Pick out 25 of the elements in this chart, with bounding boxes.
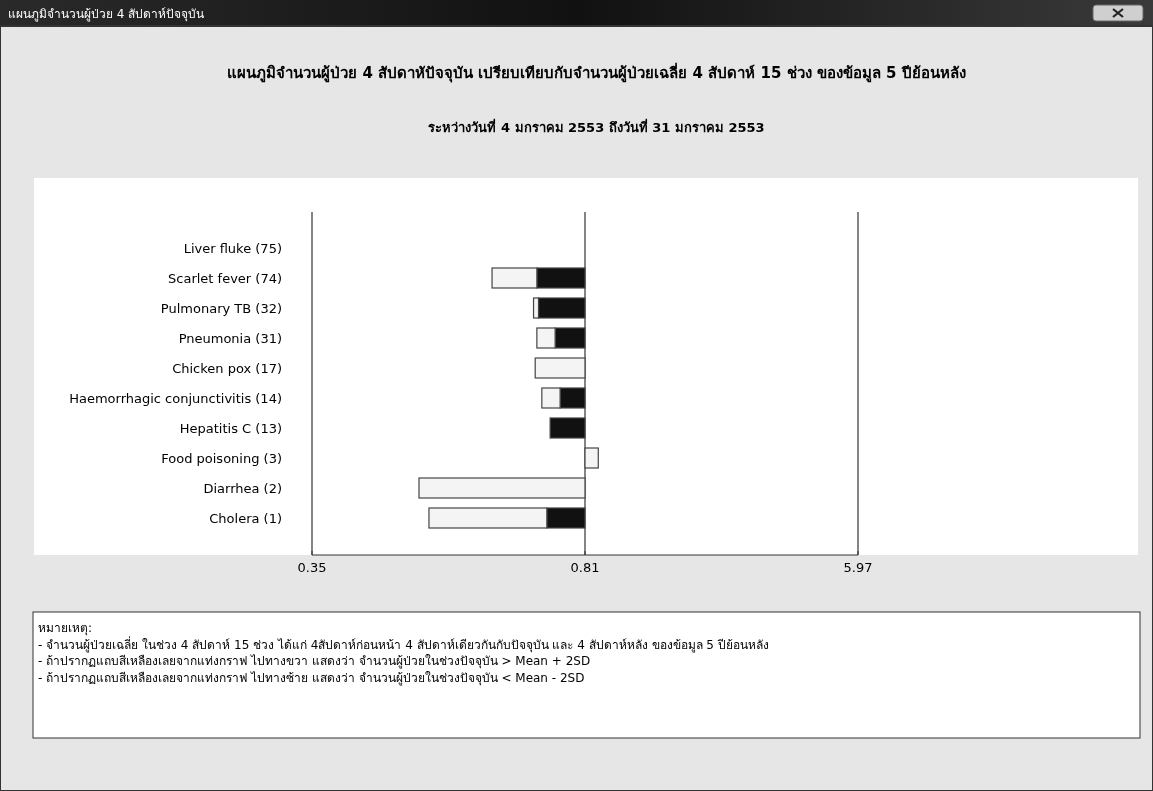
y-tick-label: Diarrhea (2): [203, 481, 282, 496]
bar: [584, 447, 599, 469]
y-tick-label: Scarlet fever (74): [168, 271, 282, 286]
text: 0.35: [297, 560, 327, 575]
y-tick-label: Chicken pox (17): [172, 361, 282, 376]
y-tick-label: Pneumonia (31): [178, 331, 282, 346]
y-tick-label: Haemorrhagic conjunctivitis (14): [69, 391, 282, 406]
text: หมายเหตุ:: [38, 621, 93, 636]
y-tick-label: Food poisoning (3): [161, 451, 282, 466]
y-tick-label: Cholera (1): [209, 511, 282, 526]
bar: [418, 477, 586, 499]
y-tick-label: Pulmonary TB (32): [160, 301, 282, 316]
text: 5.97: [843, 560, 873, 575]
y-tick-label: Liver fluke (75): [183, 241, 282, 256]
text: - ถ้าปรากฏแถบสีเหลืองเลยจากแท่งกราฟ ไปทางซ้าย แสดงว่า จำนวนผู้ป่วยในช่วงปัจจุบัน < Mean - 2SD: [38, 670, 585, 686]
bar: [537, 297, 586, 319]
text: - ถ้าปรากฏแถบสีเหลืองเลยจากแท่งกราฟ ไปทางขวา แสดงว่า จำนวนผู้ป่วยในช่วงปัจจุบัน > Mean + 2SD: [38, 654, 591, 669]
bar: [549, 417, 586, 439]
chart-subtitle: ระหว่างวันที่ 4 มกราคม 2553 ถึงวันที่ 31 มกราคม 2553: [428, 118, 765, 135]
text: 0.81: [570, 560, 600, 575]
text: แผนภูมิจำนวนผู้ป่วย 4 สัปดาห์ปัจจุบัน: [8, 7, 205, 22]
y-tick-label: Hepatitis C (13): [179, 421, 282, 436]
text: - จำนวนผู้ป่วยเฉลี่ย ในช่วง 4 สัปดาห์ 15 ช่วง ได้แก่ 4สัปดาห์ก่อนหน้า 4 สัปดาห์เดียวกันกับปัจจุบัน และ 4 สัปดาห์หลัง ของข้อมูล 5 ปีย้อนหลัง: [38, 635, 769, 653]
chart-title: แผนภูมิจำนวนผู้ป่วย 4 สัปดาหัปัจจุบัน เปรียบเทียบกับจำนวนผู้ป่วยเฉลี่ย 4 สัปดาห์ 15 ช่วง ของข้อมูล 5 ปีย้อนหลัง: [227, 62, 966, 83]
bar: [534, 357, 586, 379]
